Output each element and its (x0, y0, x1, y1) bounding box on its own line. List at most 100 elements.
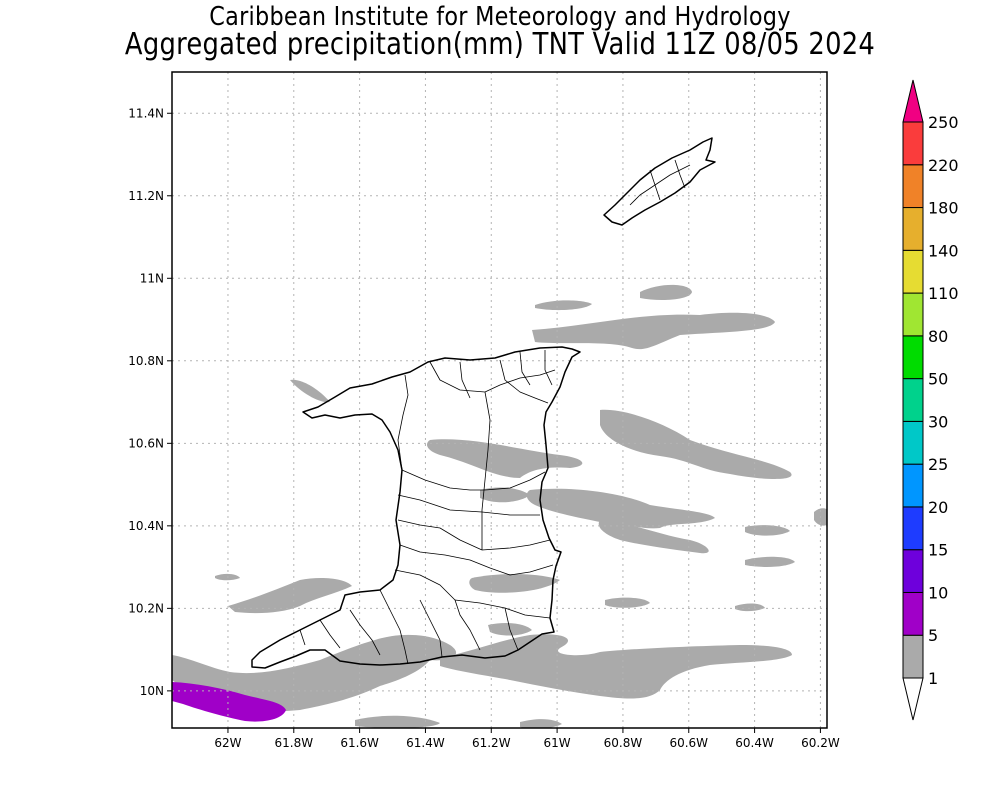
admin-boundary (544, 350, 553, 386)
colorbar-level-label: 110 (928, 284, 959, 303)
precip-area (480, 487, 530, 503)
precip-area (172, 682, 286, 722)
lat-tick-label: 10.8N (128, 354, 164, 368)
lon-tick-label: 60.2W (801, 736, 840, 750)
colorbar-bin (902, 164, 924, 209)
colorbar-bin (902, 591, 924, 636)
precip-area (598, 520, 709, 554)
precip-area (228, 578, 352, 614)
colorbar-level-label: 80 (928, 327, 948, 346)
colorbar-bin (902, 335, 924, 380)
colorbar-bin (902, 506, 924, 551)
admin-boundary (399, 544, 554, 576)
colorbar-bin (902, 292, 924, 337)
admin-boundary (397, 519, 483, 551)
admin-boundary (519, 351, 531, 386)
colorbar-level-label: 250 (928, 113, 959, 132)
precip-area (526, 488, 715, 529)
graticule (172, 72, 827, 728)
institute-title: Caribbean Institute for Meteorology and … (209, 2, 791, 32)
lon-tick-label: 62W (214, 736, 241, 750)
colorbar-bin (902, 378, 924, 422)
lat-tick-label: 11N (140, 271, 164, 285)
precip-area (532, 312, 775, 350)
precipitation-field-layer (172, 284, 827, 728)
lat-tick-label: 11.4N (128, 106, 164, 120)
admin-boundary (674, 159, 686, 189)
precip-area (355, 715, 440, 728)
precip-area (440, 634, 792, 699)
lat-tick-label: 10.2N (128, 601, 164, 615)
longitude-ticks: 62W 61.8W 61.6W 61.4W 61.2W 61W 60.8W 60.6W 60.4… (214, 728, 840, 750)
admin-boundary (649, 169, 661, 201)
product-title: Aggregated precipitation(mm) TNT Valid 1… (124, 27, 876, 62)
lon-tick-label: 61.6W (340, 736, 379, 750)
colorbar-bin (902, 420, 924, 465)
precip-area (172, 634, 457, 712)
colorbar-level-label: 10 (928, 583, 948, 602)
lon-tick-label: 61.4W (406, 736, 445, 750)
admin-boundary (379, 589, 409, 665)
precip-area (600, 409, 792, 479)
lat-tick-label: 10N (140, 684, 164, 698)
precip-area (427, 439, 583, 478)
precip-area (290, 379, 330, 403)
coastline-layer (251, 137, 716, 669)
precip-area (640, 284, 692, 300)
admin-boundary (454, 599, 551, 619)
admin-boundary (349, 609, 381, 656)
admin-boundary (499, 359, 549, 404)
admin-boundary (429, 361, 556, 393)
administrative-boundaries (299, 159, 691, 665)
colorbar-level-label: 15 (928, 541, 948, 560)
precip-area (520, 719, 562, 728)
lon-tick-label: 61.8W (274, 736, 313, 750)
precip-area (745, 556, 795, 567)
colorbar-bin (902, 549, 924, 593)
precip-area (814, 508, 827, 526)
precip-5-10mm-areas (172, 682, 286, 722)
admin-boundary (397, 374, 409, 471)
admin-boundary (459, 361, 471, 399)
colorbar-bin (902, 634, 924, 679)
colorbar-bin (902, 249, 924, 294)
colorbar-level-label: 25 (928, 455, 948, 474)
colorbar-over-cap (902, 79, 924, 123)
colorbar-bin (902, 121, 924, 166)
precip-1-5mm-areas (172, 284, 827, 728)
colorbar-level-label: 5 (928, 626, 938, 645)
colorbar-level-label: 220 (928, 156, 959, 175)
admin-boundary (299, 629, 306, 646)
lon-tick-label: 61W (544, 736, 571, 750)
lon-tick-label: 60.6W (669, 736, 708, 750)
precip-area (745, 525, 790, 536)
colorbar-bin (902, 463, 924, 508)
colorbar-level-label: 20 (928, 498, 948, 517)
map-frame (171, 71, 828, 729)
admin-boundary (504, 607, 519, 651)
precip-area (605, 597, 650, 608)
colorbar-level-label: 180 (928, 199, 959, 218)
admin-boundary (481, 391, 491, 550)
lon-tick-label: 60.4W (735, 736, 774, 750)
latitude-ticks: 10N 10.2N 10.4N 10.6N 10.8N 11N 11.2N 11.4N (128, 106, 172, 698)
colorbar-bin (902, 207, 924, 251)
tobago-coastline (603, 137, 716, 226)
lon-tick-label: 60.8W (604, 736, 643, 750)
admin-boundary (401, 469, 485, 491)
precip-area (535, 300, 592, 311)
admin-boundary (319, 619, 341, 649)
trinidad-coastline (251, 346, 581, 669)
lat-tick-label: 10.4N (128, 519, 164, 533)
colorbar-level-label: 50 (928, 370, 948, 389)
lon-tick-label: 61.2W (472, 736, 511, 750)
colorbar-under-cap (902, 677, 924, 721)
admin-boundary (484, 471, 546, 491)
colorbar-level-label: 1 (928, 669, 938, 688)
admin-boundary (419, 599, 443, 658)
colorbar-level-label: 140 (928, 241, 959, 260)
colorbar-level-label: 30 (928, 412, 948, 431)
precip-area (735, 603, 765, 612)
